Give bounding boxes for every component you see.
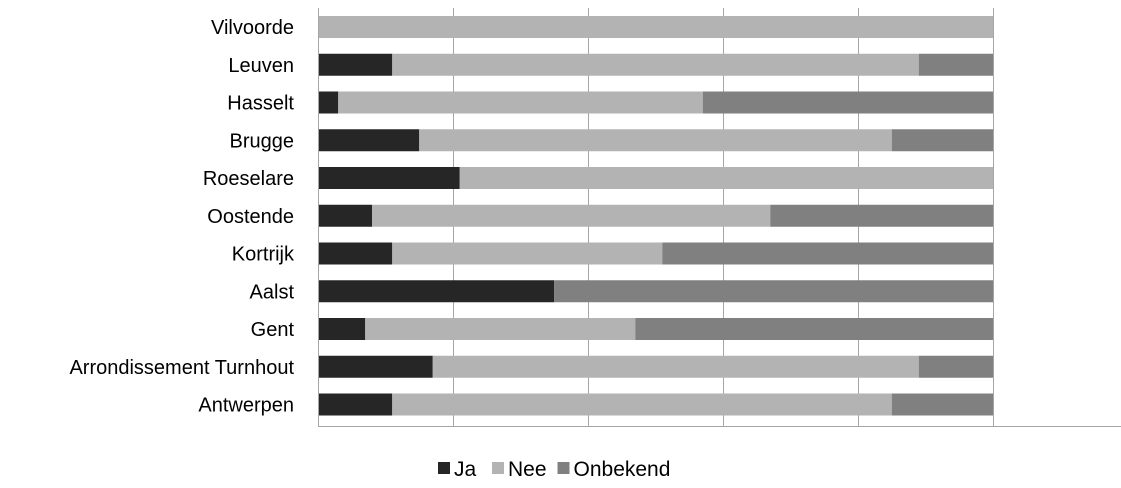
- bar-ja-arrondissement-turnhout: [318, 355, 433, 378]
- bar-nee-brugge: [419, 129, 892, 152]
- category-label: Antwerpen: [198, 395, 294, 417]
- bar-nee-hasselt: [338, 91, 703, 114]
- category-label: Kortrijk: [232, 244, 295, 266]
- bar-onbekend-hasselt: [702, 91, 993, 114]
- legend-label-onbekend: Onbekend: [574, 458, 671, 481]
- bar-ja-antwerpen: [318, 393, 393, 416]
- category-label: Brugge: [230, 130, 295, 152]
- legend-swatch-ja: [438, 462, 450, 474]
- category-label: Arrondissement Turnhout: [69, 357, 294, 379]
- bar-ja-kortrijk: [318, 242, 393, 265]
- bar-nee-antwerpen: [392, 393, 892, 416]
- bar-onbekend-gent: [635, 318, 993, 340]
- bar-nee-oostende: [372, 204, 771, 227]
- bars: [318, 16, 993, 416]
- bar-ja-gent: [318, 318, 366, 340]
- legend: Ja Nee Onbekend: [438, 458, 670, 481]
- category-labels: Vilvoorde Leuven Hasselt Brugge Roeselare Oos…: [69, 17, 295, 417]
- category-label: Hasselt: [227, 93, 294, 115]
- category-label: Vilvoorde: [211, 17, 294, 39]
- category-label: Gent: [251, 319, 295, 341]
- category-label: Leuven: [228, 55, 294, 77]
- legend-label-ja: Ja: [454, 458, 477, 481]
- legend-swatch-nee: [492, 462, 504, 474]
- category-label: Aalst: [250, 281, 295, 303]
- bar-ja-roeselare: [318, 167, 460, 189]
- legend-swatch-onbekend: [557, 462, 570, 474]
- axes: [318, 8, 1121, 427]
- bar-onbekend-oostende: [770, 204, 993, 227]
- bar-onbekend-aalst: [554, 280, 993, 303]
- bar-ja-brugge: [318, 129, 420, 152]
- bar-nee-leuven: [392, 53, 919, 76]
- legend-label-nee: Nee: [508, 458, 547, 481]
- bar-nee-gent: [365, 318, 636, 340]
- bar-ja-aalst: [318, 280, 555, 303]
- bar-nee-kortrijk: [392, 242, 663, 265]
- bar-onbekend-leuven: [918, 53, 993, 76]
- bar-nee-vilvoorde: [318, 16, 993, 38]
- category-label: Oostende: [207, 206, 294, 228]
- bar-ja-leuven: [318, 53, 393, 76]
- bar-onbekend-arrondissement-turnhout: [918, 355, 993, 378]
- bar-nee-arrondissement-turnhout: [432, 355, 919, 378]
- bar-nee-roeselare: [459, 167, 993, 189]
- category-label: Roeselare: [203, 168, 294, 190]
- bar-onbekend-antwerpen: [891, 393, 993, 416]
- bar-onbekend-kortrijk: [662, 242, 993, 265]
- bar-ja-oostende: [318, 204, 372, 227]
- bar-ja-hasselt: [318, 91, 339, 114]
- bar-onbekend-brugge: [891, 129, 993, 152]
